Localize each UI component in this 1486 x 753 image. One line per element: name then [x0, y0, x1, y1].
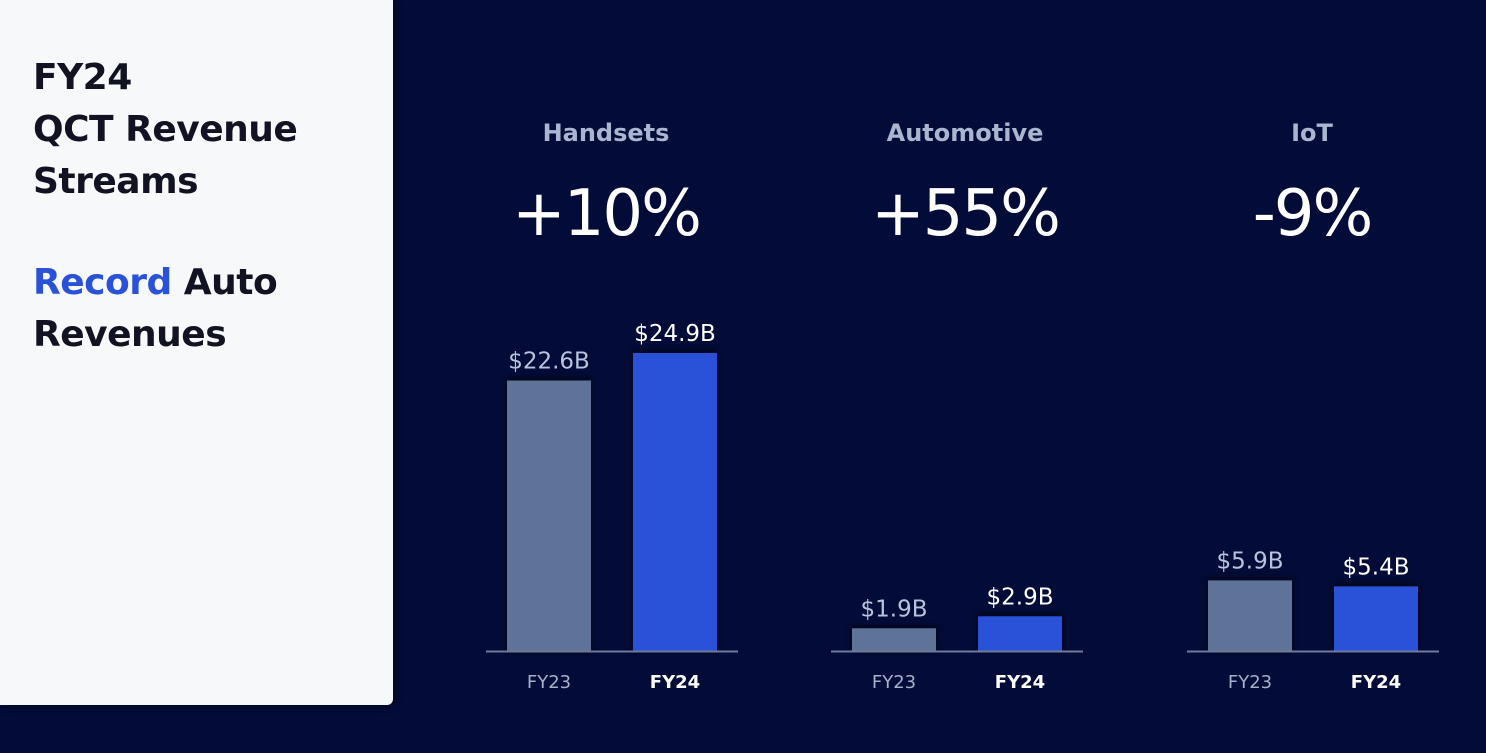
handsets-bar-fy23 — [507, 380, 591, 651]
automotive-bar-fy23 — [852, 628, 936, 651]
panel-title-line-3: Streams — [33, 161, 199, 202]
iot-chart-title: IoT — [1291, 119, 1333, 147]
panel-title: FY24 QCT Revenue Streams — [33, 52, 298, 208]
panel-title-line-1: FY24 — [33, 57, 132, 98]
panel-subtitle: Record Auto Revenues — [33, 257, 278, 361]
automotive-bar-fy24 — [978, 616, 1062, 651]
automotive-chart-title: Automotive — [887, 119, 1044, 147]
handsets-tick-label-fy24: FY24 — [650, 672, 700, 693]
automotive-tick-label-fy24: FY24 — [995, 672, 1045, 693]
iot-tick-label-fy24: FY24 — [1351, 672, 1401, 693]
handsets-growth-value: +10% — [512, 177, 700, 251]
side-panel: FY24 QCT Revenue Streams Record Auto Rev… — [0, 0, 393, 705]
handsets-bar-fy24 — [633, 352, 717, 651]
iot-value-label-fy24: $5.4B — [1343, 554, 1410, 580]
handsets-tick-label-fy23: FY23 — [527, 672, 571, 693]
automotive-value-label-fy24: $2.9B — [987, 584, 1054, 610]
automotive-value-label-fy23: $1.9B — [861, 596, 928, 622]
handsets-chart-title: Handsets — [543, 119, 670, 147]
panel-subtitle-line-2: Revenues — [33, 314, 227, 355]
iot-tick-label-fy23: FY23 — [1228, 672, 1272, 693]
iot-growth-value: -9% — [1253, 177, 1372, 251]
automotive-tick-label-fy23: FY23 — [872, 672, 916, 693]
iot-bar-fy23 — [1208, 580, 1292, 651]
panel-title-line-2: QCT Revenue — [33, 109, 298, 150]
iot-bar-fy24 — [1334, 586, 1418, 651]
automotive-growth-value: +55% — [871, 177, 1059, 251]
handsets-value-label-fy23: $22.6B — [508, 349, 590, 375]
panel-subtitle-line-1: Record Auto — [33, 257, 278, 309]
handsets-value-label-fy24: $24.9B — [634, 321, 716, 347]
iot-value-label-fy23: $5.9B — [1217, 548, 1284, 574]
subtitle-rest-word: Auto — [183, 262, 278, 303]
subtitle-accent-word: Record — [33, 262, 172, 303]
